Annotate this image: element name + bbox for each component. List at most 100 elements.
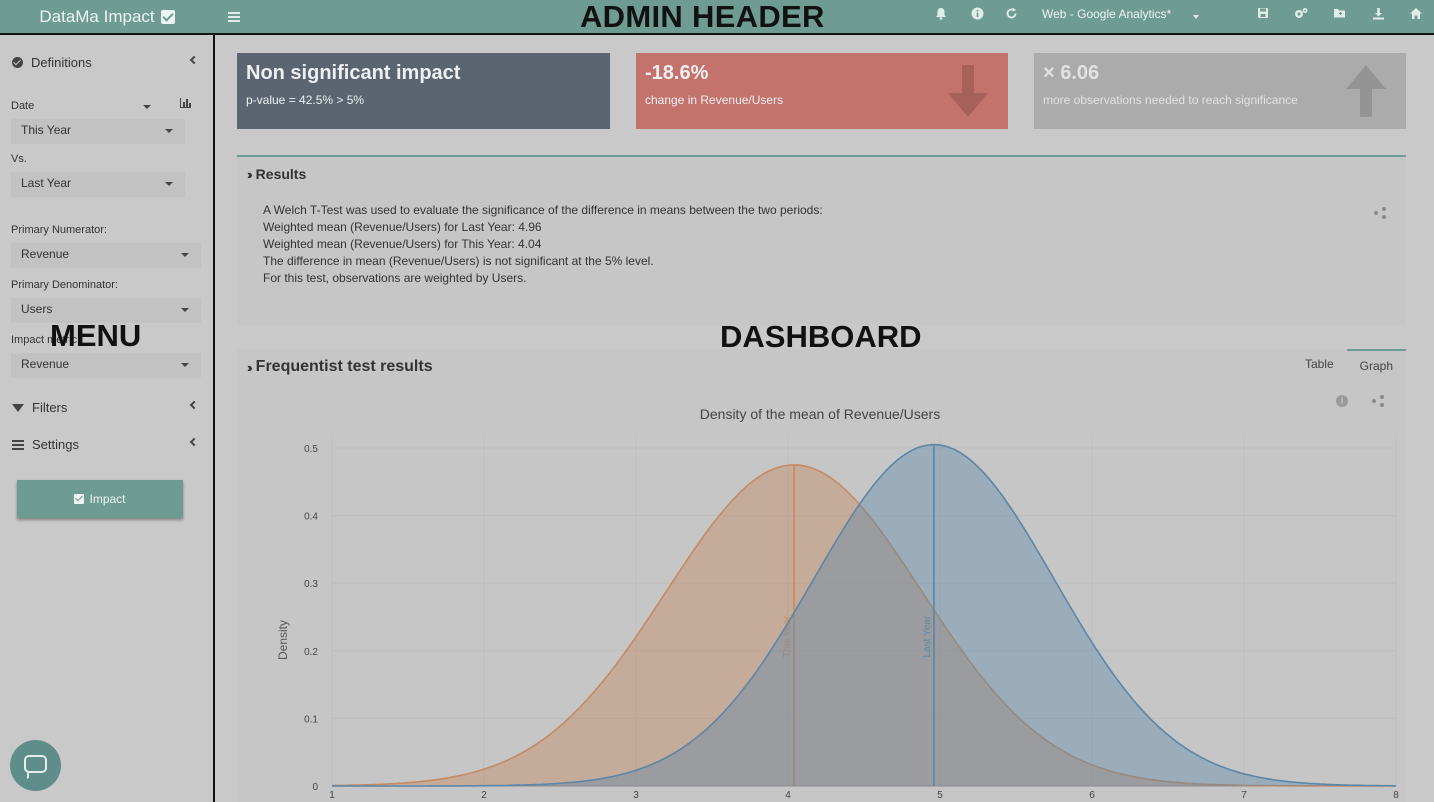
data-source-select[interactable]: Web - Google Analytics*	[1042, 7, 1172, 21]
results-line: The difference in mean (Revenue/Users) i…	[263, 254, 654, 268]
primary-denominator-value: Users	[21, 302, 53, 316]
x-tick-label: 2	[481, 790, 487, 801]
admin-header: DataMa Impact ADMIN HEADER Web - Google …	[0, 0, 1434, 34]
chevron-left-icon	[189, 437, 199, 447]
date-select[interactable]: This Year	[11, 119, 185, 144]
arrow-down-icon	[942, 63, 994, 129]
x-tick-label: 8	[1393, 790, 1399, 801]
chevron-left-icon	[189, 400, 199, 410]
chevron-down-icon	[181, 363, 189, 367]
x-tick-label: 6	[1089, 790, 1095, 801]
series-label: This Year	[782, 615, 793, 657]
tick-labels: 1 2 3 4 5 6 7 8 0 0.1 0.2 0.3 0.4 0.5	[304, 444, 1399, 801]
impact-button[interactable]: Impact	[17, 480, 183, 518]
primary-numerator-value: Revenue	[21, 247, 70, 261]
results-line: A Welch T-Test was used to evaluate the …	[263, 203, 823, 217]
y-tick-label: 0.3	[304, 579, 318, 590]
arrow-up-icon	[1340, 63, 1392, 129]
check-circle-icon	[12, 57, 23, 68]
bar-chart-icon[interactable]	[180, 98, 191, 108]
brand-name: DataMa Impact	[39, 6, 155, 26]
vs-select-value: Last Year	[21, 176, 72, 190]
menu-divider	[213, 35, 215, 802]
frequentist-title: Frequentist test results	[255, 358, 433, 375]
kpi-subtitle: change in Revenue/Users	[645, 93, 784, 107]
header-divider	[0, 33, 1434, 35]
frequentist-header[interactable]: ›› Frequentist test results	[247, 358, 433, 376]
refresh-icon[interactable]	[1004, 7, 1018, 21]
kpi-change-box: -18.6% change in Revenue/Users	[636, 53, 1008, 129]
result-tabs: Table Graph	[1292, 349, 1406, 381]
admin-header-label: ADMIN HEADER	[580, 0, 825, 34]
primary-denominator-select[interactable]: Users	[11, 298, 201, 323]
results-line: Weighted mean (Revenue/Users) for Last Y…	[263, 220, 542, 234]
x-tick-label: 1	[329, 790, 335, 801]
chat-launcher-button[interactable]	[10, 740, 61, 791]
filters-section-header[interactable]: Filters	[12, 400, 199, 415]
definitions-section-header[interactable]: Definitions	[12, 55, 199, 70]
chevron-down-icon	[181, 308, 189, 312]
y-tick-label: 0.1	[304, 714, 318, 725]
results-line: For this test, observations are weighted…	[263, 271, 527, 285]
tab-graph[interactable]: Graph	[1346, 349, 1406, 381]
kpi-subtitle: p-value = 42.5% > 5%	[246, 93, 365, 107]
brand-logo[interactable]: DataMa Impact	[0, 0, 214, 33]
vs-select[interactable]: Last Year	[11, 172, 185, 197]
folder-open-icon[interactable]	[1333, 7, 1347, 21]
chevron-down-icon	[181, 253, 189, 257]
double-chevron-right-icon: ››	[247, 166, 252, 182]
kpi-title: -18.6%	[645, 62, 709, 84]
dashboard: Non significant impact p-value = 42.5% >…	[215, 35, 1434, 802]
bell-icon[interactable]	[934, 7, 948, 21]
x-tick-label: 4	[785, 790, 791, 801]
y-tick-label: 0	[312, 782, 318, 793]
download-icon[interactable]	[1371, 7, 1385, 21]
date-caret-icon[interactable]	[143, 105, 151, 109]
series-area	[332, 444, 1396, 786]
series-layer: This Year Last Year	[332, 443, 1396, 787]
impact-metric-select[interactable]: Revenue	[11, 353, 201, 378]
filters-label: Filters	[32, 400, 68, 415]
density-chart: Density of the mean of Revenue/Users Den…	[276, 406, 1399, 801]
kpi-title: Non significant impact	[246, 62, 461, 84]
info-icon[interactable]: i	[1336, 395, 1348, 407]
date-label: Date	[11, 100, 35, 112]
sidebar-menu: Definitions Date This Year Vs. Last Year…	[0, 35, 213, 802]
chevron-left-icon	[189, 55, 199, 65]
results-line: Weighted mean (Revenue/Users) for This Y…	[263, 237, 542, 251]
save-icon[interactable]	[1256, 7, 1270, 21]
results-title: Results	[255, 166, 307, 182]
checkbox-icon	[160, 9, 175, 24]
kpi-title: × 6.06	[1043, 62, 1100, 84]
results-panel: ›› Results A Welch T-Test was used to ev…	[237, 155, 1406, 325]
results-header[interactable]: ›› Results	[247, 166, 306, 182]
kpi-significance-box: Non significant impact p-value = 42.5% >…	[237, 53, 610, 129]
tab-table[interactable]: Table	[1304, 357, 1334, 371]
y-tick-label: 0.2	[304, 647, 318, 658]
results-text: A Welch T-Test was used to evaluate the …	[263, 202, 823, 287]
impact-metric-value: Revenue	[21, 357, 70, 371]
info-icon[interactable]	[970, 7, 984, 21]
date-select-value: This Year	[21, 123, 72, 137]
gears-icon[interactable]	[1294, 7, 1308, 21]
hamburger-menu-icon[interactable]	[228, 11, 240, 22]
checkbox-icon	[74, 494, 85, 504]
home-icon[interactable]	[1409, 7, 1423, 21]
chevron-down-icon	[165, 182, 173, 186]
settings-label: Settings	[32, 437, 79, 452]
chat-bubble-icon	[24, 755, 47, 773]
double-chevron-right-icon: ››	[247, 359, 252, 375]
y-axis-label: Density	[276, 620, 290, 660]
series-line	[332, 443, 1396, 787]
definitions-label: Definitions	[31, 55, 92, 70]
x-tick-label: 3	[633, 790, 639, 801]
share-icon[interactable]	[1372, 395, 1384, 407]
chevron-down-icon	[165, 129, 173, 133]
chevron-down-icon[interactable]	[1193, 15, 1199, 19]
x-tick-label: 5	[937, 790, 943, 801]
share-icon[interactable]	[1374, 207, 1386, 219]
settings-section-header[interactable]: Settings	[12, 437, 199, 452]
x-tick-label: 7	[1241, 790, 1247, 801]
vs-label: Vs.	[11, 153, 27, 165]
primary-numerator-select[interactable]: Revenue	[11, 243, 201, 268]
